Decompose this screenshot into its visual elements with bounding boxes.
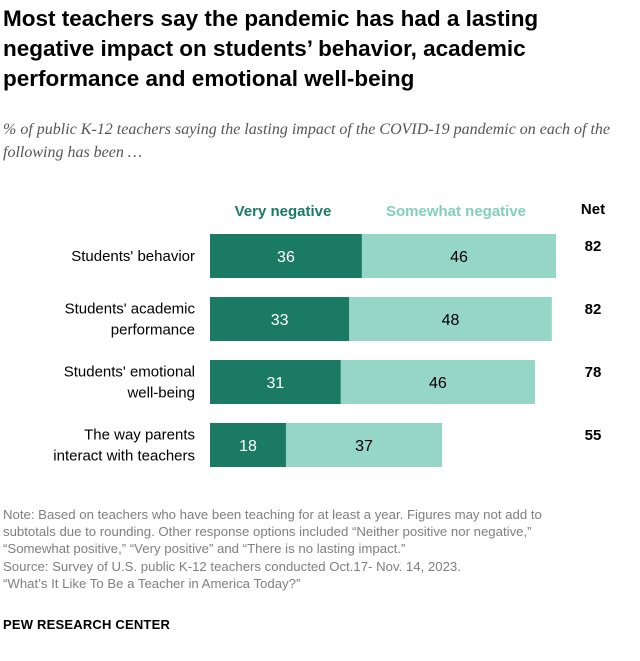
data-label: 36 [277,249,295,266]
data-label: 37 [355,438,373,455]
bar-somewhat-negative [340,360,535,404]
stacked-bar-chart: Very negative Somewhat negative Net Student… [53,201,605,467]
legend-somewhat-negative: Somewhat negative [386,203,526,220]
bar-very-negative [210,297,350,341]
data-label: 46 [429,375,447,392]
bar-somewhat-negative [361,234,557,278]
chart-title: Most teachers say the pandemic has had a… [3,6,539,91]
category-label: Students' academic [65,301,196,318]
category-label: performance [111,322,195,339]
note-line: “Somewhat positive,” “Very positive” and… [3,541,406,557]
footnote: Note: Based on teachers who have been te… [3,506,635,592]
data-label: 46 [450,249,468,266]
data-label: 48 [442,312,460,329]
bar-very-negative [210,360,341,404]
brand-logo-text: PEW RESEARCH CENTER [3,617,171,632]
category-label: Students' emotional [64,364,195,381]
category-label: The way parents [84,427,195,444]
net-value: 82 [585,301,602,318]
category-label: interact with teachers [53,448,195,465]
source-line: Source: Survey of U.S. public K-12 teach… [3,558,461,574]
bar-very-negative [210,234,362,278]
data-label: 31 [267,375,285,392]
category-label: Students' behavior [71,248,195,265]
net-column-header: Net [581,201,605,218]
note-line: subtotals due to rounding. Other respons… [3,524,532,540]
report-title-line: “What’s It Like To Be a Teacher in Ameri… [3,575,301,591]
bar-somewhat-negative [349,297,552,341]
category-label: well-being [126,385,195,402]
note-line: Note: Based on teachers who have been te… [3,507,542,522]
bar-very-negative [210,423,286,467]
net-value: 82 [585,238,602,255]
legend-very-negative: Very negative [235,203,332,220]
data-label: 33 [271,312,289,329]
data-label: 18 [239,438,257,455]
chart-subtitle: % of public K-12 teachers saying the las… [3,121,610,161]
net-value: 78 [585,364,602,381]
bar-somewhat-negative [285,423,443,467]
net-value: 55 [585,427,602,444]
